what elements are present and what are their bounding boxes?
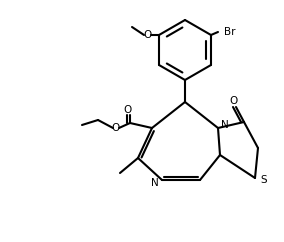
Text: N: N [151,178,159,188]
Text: N: N [221,120,229,130]
Text: Br: Br [224,27,235,37]
Text: O: O [229,96,237,106]
Text: O: O [123,105,131,115]
Text: S: S [260,175,267,185]
Text: O: O [143,30,151,40]
Text: O: O [112,123,120,133]
